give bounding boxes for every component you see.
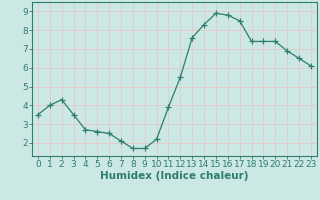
X-axis label: Humidex (Indice chaleur): Humidex (Indice chaleur) [100,171,249,181]
